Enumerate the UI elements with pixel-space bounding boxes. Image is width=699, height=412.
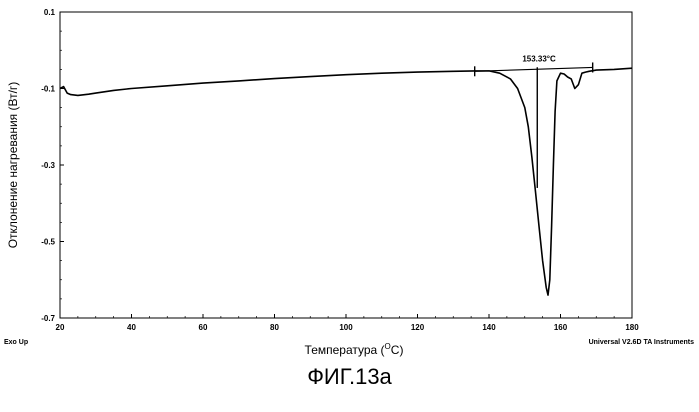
y-axis-label: Отклонение нагревания (Вт/г) (6, 82, 20, 249)
y-tick-label: -0.7 (41, 314, 55, 323)
footer-left: Exo Up (4, 339, 28, 346)
y-tick-label: 0.1 (44, 8, 56, 17)
dsc-chart: 0.1 -0.1 -0.3 -0.5 -0.7 20 40 60 80 100 120 140 160… (0, 0, 699, 360)
plot-area: 153.33°C (60, 54, 632, 295)
x-tick-label: 40 (127, 323, 136, 332)
x-tick-label: 180 (625, 323, 639, 332)
peak-annotation: 153.33°C (522, 54, 556, 63)
x-tick-label: 120 (411, 323, 425, 332)
footer-right: Universal V2.6D TA Instruments (589, 339, 695, 346)
x-tick-label: 100 (339, 323, 353, 332)
x-axis: 20 40 60 80 100 120 140 160 180 (56, 314, 640, 332)
y-tick-label: -0.1 (41, 85, 55, 94)
x-axis-label-tail: C) (391, 343, 404, 357)
x-tick-label: 140 (482, 323, 496, 332)
x-tick-label: 80 (270, 323, 279, 332)
y-tick-label: -0.3 (41, 161, 55, 170)
integration-baseline (475, 67, 593, 71)
figure-caption: ФИГ.13а (0, 364, 699, 390)
x-tick-label: 20 (56, 323, 65, 332)
x-axis-label-main: Температура ( (305, 343, 385, 357)
x-axis-label: Температура (OC) (305, 342, 404, 357)
x-tick-label: 160 (554, 323, 568, 332)
y-axis: 0.1 -0.1 -0.3 -0.5 -0.7 (41, 8, 64, 323)
y-tick-label: -0.5 (41, 238, 55, 247)
x-tick-label: 60 (199, 323, 208, 332)
series-line (60, 68, 632, 295)
